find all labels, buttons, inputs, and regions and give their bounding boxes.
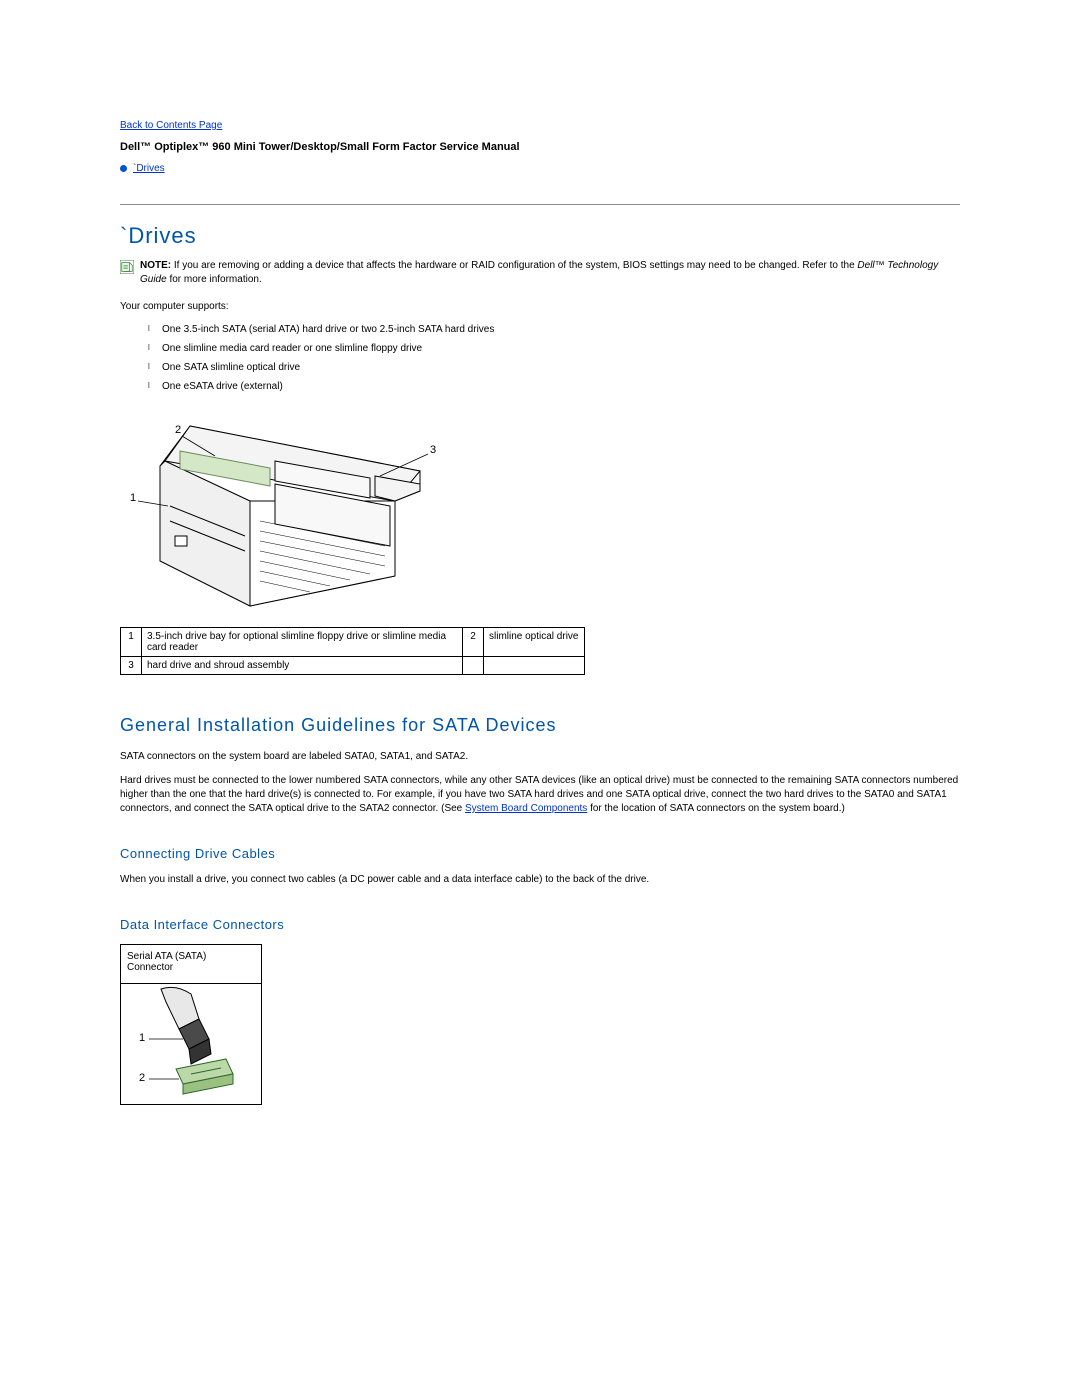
connectors-heading: Data Interface Connectors (120, 917, 960, 932)
sata-connector-box: Serial ATA (SATA) Connector (120, 944, 262, 1105)
chassis-diagram: 1 2 3 (120, 406, 440, 621)
table-row: 1 3.5-inch drive bay for optional slimli… (121, 628, 585, 657)
separator (120, 204, 960, 205)
key-num: 2 (463, 628, 484, 657)
callout-3: 3 (430, 444, 436, 456)
key-empty (484, 657, 585, 675)
guidelines-heading: General Installation Guidelines for SATA… (120, 715, 960, 736)
note-text: NOTE: If you are removing or adding a de… (140, 259, 960, 286)
manual-title: Dell™ Optiplex™ 960 Mini Tower/Desktop/S… (120, 141, 960, 153)
key-num: 3 (121, 657, 142, 675)
note-label: NOTE: (140, 260, 171, 271)
callout-1: 1 (130, 492, 136, 504)
key-desc: slimline optical drive (484, 628, 585, 657)
list-item: One slimline media card reader or one sl… (148, 343, 960, 354)
guidelines-p1: SATA connectors on the system board are … (120, 750, 960, 764)
sata-box-title: Serial ATA (SATA) Connector (121, 945, 261, 984)
note-icon (120, 260, 134, 274)
list-item: One eSATA drive (external) (148, 381, 960, 392)
drives-toc-link[interactable]: `Drives (133, 163, 165, 174)
toc-item: `Drives (120, 163, 960, 174)
cables-heading: Connecting Drive Cables (120, 846, 960, 861)
system-board-link[interactable]: System Board Components (465, 803, 587, 814)
bullet-icon (120, 165, 127, 172)
drives-heading: `Drives (120, 223, 960, 249)
sata-label-1: 1 (139, 1032, 145, 1044)
list-item: One 3.5-inch SATA (serial ATA) hard driv… (148, 324, 960, 335)
key-desc: 3.5-inch drive bay for optional slimline… (142, 628, 463, 657)
key-num: 1 (121, 628, 142, 657)
key-desc: hard drive and shroud assembly (142, 657, 463, 675)
cables-p1: When you install a drive, you connect tw… (120, 873, 960, 887)
supports-intro: Your computer supports: (120, 300, 960, 314)
table-row: 3 hard drive and shroud assembly (121, 657, 585, 675)
diagram-key-table: 1 3.5-inch drive bay for optional slimli… (120, 627, 585, 675)
note-block: NOTE: If you are removing or adding a de… (120, 259, 960, 286)
list-item: One SATA slimline optical drive (148, 362, 960, 373)
note-body-2: for more information. (167, 274, 262, 285)
guidelines-p2b: for the location of SATA connectors on t… (587, 803, 845, 814)
note-body-1: If you are removing or adding a device t… (171, 260, 857, 271)
sata-label-2: 2 (139, 1072, 145, 1084)
callout-2: 2 (175, 424, 181, 436)
support-list: One 3.5-inch SATA (serial ATA) hard driv… (120, 324, 960, 392)
sata-diagram: 1 2 (121, 984, 261, 1104)
key-empty (463, 657, 484, 675)
back-to-contents-link[interactable]: Back to Contents Page (120, 120, 222, 131)
guidelines-p2: Hard drives must be connected to the low… (120, 774, 960, 816)
page-content: Back to Contents Page Dell™ Optiplex™ 96… (0, 0, 1080, 1105)
